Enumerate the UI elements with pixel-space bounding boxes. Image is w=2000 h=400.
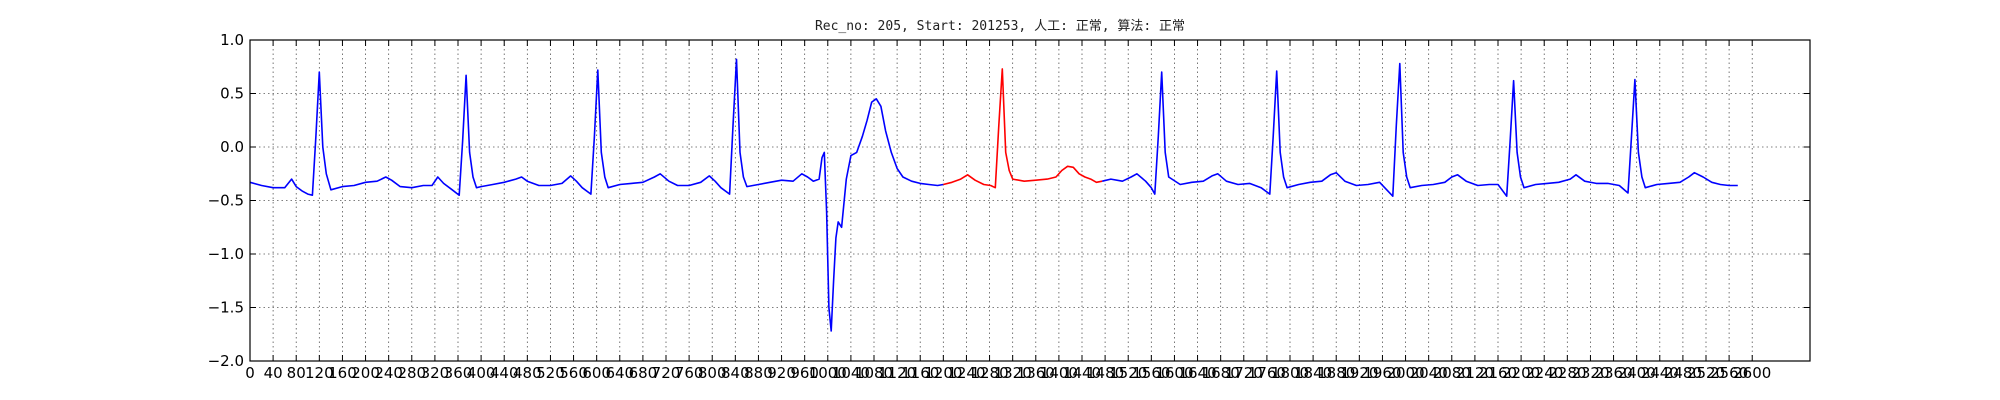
x-tick-label: 2520 bbox=[1687, 364, 1725, 382]
x-tick-label: 640 bbox=[605, 364, 634, 382]
x-tick-label: 1720 bbox=[1225, 364, 1263, 382]
x-tick-label: 2400 bbox=[1618, 364, 1656, 382]
x-tick-label: 720 bbox=[652, 364, 681, 382]
x-tick-label: 1560 bbox=[1132, 364, 1170, 382]
x-tick-label: 200 bbox=[351, 364, 380, 382]
x-tick-label: 1880 bbox=[1317, 364, 1355, 382]
x-tick-label: 1680 bbox=[1202, 364, 1240, 382]
chart-title: Rec_no: 205, Start: 201253, 人工: 正常, 算法: … bbox=[815, 19, 1185, 34]
x-tick-label: 80 bbox=[287, 364, 306, 382]
x-tick-label: 440 bbox=[490, 364, 519, 382]
x-tick-label: 1080 bbox=[855, 364, 893, 382]
x-tick-label: 2440 bbox=[1641, 364, 1679, 382]
x-tick-label: 840 bbox=[721, 364, 750, 382]
x-tick-label: 2200 bbox=[1502, 364, 1540, 382]
x-tick-label: 1760 bbox=[1248, 364, 1286, 382]
x-tick-label: 2040 bbox=[1410, 364, 1448, 382]
y-axis: 1.0 0.5 0.0 −0.5 −1.0 −1.5 −2.0 bbox=[208, 31, 1810, 370]
x-tick-label: 120 bbox=[305, 364, 334, 382]
x-tick-label: 880 bbox=[744, 364, 773, 382]
x-tick-label: 2280 bbox=[1548, 364, 1586, 382]
x-tick-label: 240 bbox=[374, 364, 403, 382]
x-tick-label: 160 bbox=[328, 364, 357, 382]
x-tick-label: 320 bbox=[421, 364, 450, 382]
x-tick-label: 2000 bbox=[1386, 364, 1424, 382]
x-tick-label: 1000 bbox=[809, 364, 847, 382]
x-tick-label: 1800 bbox=[1271, 364, 1309, 382]
x-tick-label: 800 bbox=[698, 364, 727, 382]
x-axis: 0 40 80 12016020024028032036040044048052056… bbox=[245, 40, 1771, 382]
x-tick-label: 1440 bbox=[1063, 364, 1101, 382]
x-tick-label: 1240 bbox=[947, 364, 985, 382]
x-tick-label: 360 bbox=[444, 364, 473, 382]
x-tick-label: 520 bbox=[536, 364, 565, 382]
x-tick-label: 2560 bbox=[1710, 364, 1748, 382]
x-tick-label: 400 bbox=[467, 364, 496, 382]
x-tick-label: 1960 bbox=[1363, 364, 1401, 382]
x-tick-label: 2320 bbox=[1571, 364, 1609, 382]
x-tick-label: 280 bbox=[397, 364, 426, 382]
x-tick-label: 2600 bbox=[1733, 364, 1771, 382]
x-tick-label: 1600 bbox=[1155, 364, 1193, 382]
series-line bbox=[1102, 62, 1738, 197]
x-tick-label: 960 bbox=[790, 364, 819, 382]
y-tick-label: −1.5 bbox=[208, 299, 244, 317]
x-tick-label: 680 bbox=[629, 364, 658, 382]
x-tick-label: 1640 bbox=[1178, 364, 1216, 382]
x-tick-label: 1360 bbox=[1017, 364, 1055, 382]
x-tick-label: 2120 bbox=[1456, 364, 1494, 382]
y-tick-label: 1.0 bbox=[220, 31, 244, 49]
x-tick-label: 1320 bbox=[994, 364, 1032, 382]
x-tick-label: 1520 bbox=[1109, 364, 1147, 382]
x-tick-label: 2360 bbox=[1594, 364, 1632, 382]
x-tick-label: 2160 bbox=[1479, 364, 1517, 382]
x-tick-label: 0 bbox=[245, 364, 255, 382]
x-tick-label: 1840 bbox=[1294, 364, 1332, 382]
x-tick-label: 2480 bbox=[1664, 364, 1702, 382]
x-tick-label: 1280 bbox=[970, 364, 1008, 382]
x-tick-label: 920 bbox=[767, 364, 796, 382]
y-tick-label: −1.0 bbox=[208, 245, 244, 263]
x-tick-label: 1200 bbox=[924, 364, 962, 382]
x-tick-label: 1920 bbox=[1340, 364, 1378, 382]
grid-lines bbox=[250, 40, 1810, 361]
y-tick-label: −0.5 bbox=[208, 192, 244, 210]
x-tick-label: 40 bbox=[264, 364, 283, 382]
x-tick-label: 2240 bbox=[1525, 364, 1563, 382]
x-tick-label: 1120 bbox=[878, 364, 916, 382]
x-tick-label: 600 bbox=[582, 364, 611, 382]
x-tick-label: 760 bbox=[675, 364, 704, 382]
x-tick-label: 2080 bbox=[1433, 364, 1471, 382]
x-tick-label: 480 bbox=[513, 364, 542, 382]
x-tick-label: 1160 bbox=[901, 364, 939, 382]
signal-series bbox=[249, 58, 1738, 332]
y-tick-label: 0.5 bbox=[220, 85, 244, 103]
x-tick-label: 560 bbox=[559, 364, 588, 382]
series-line bbox=[249, 58, 944, 332]
y-tick-label: −2.0 bbox=[208, 352, 244, 370]
x-tick-label: 1400 bbox=[1040, 364, 1078, 382]
x-tick-label: 1040 bbox=[832, 364, 870, 382]
series-line bbox=[943, 68, 1103, 189]
x-tick-label: 1480 bbox=[1086, 364, 1124, 382]
y-tick-label: 0.0 bbox=[220, 138, 244, 156]
